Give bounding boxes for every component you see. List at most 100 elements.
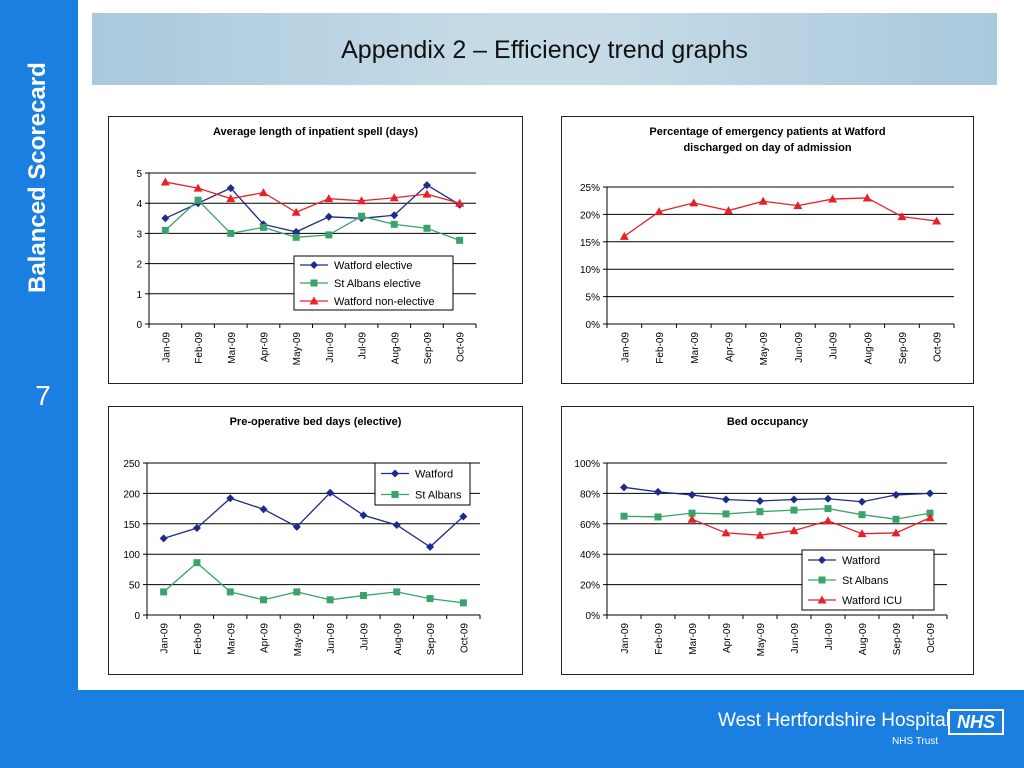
data-point [823, 516, 833, 525]
x-tick-label: Jan-09 [620, 623, 631, 654]
x-tick-label: Apr-09 [260, 623, 271, 653]
data-point [193, 183, 203, 192]
data-point [722, 495, 730, 504]
y-tick-label: 150 [123, 520, 140, 531]
x-tick-label: Aug-09 [863, 332, 874, 365]
data-point [789, 526, 799, 535]
data-point [359, 511, 368, 520]
x-tick-label: Feb-09 [654, 623, 665, 655]
data-point [897, 212, 907, 221]
data-point [258, 188, 268, 197]
sidebar-title: Balanced Scorecard [24, 62, 51, 293]
data-point [357, 196, 367, 205]
legend: Watford elective St Albans elective Watfor… [293, 255, 454, 311]
x-tick-label: Mar-09 [688, 623, 699, 655]
x-tick-label: Apr-09 [722, 623, 733, 653]
data-point [389, 193, 399, 202]
x-tick-label: Jul-09 [824, 623, 835, 651]
data-point [654, 487, 662, 496]
org-subtitle: NHS Trust [892, 736, 939, 747]
data-point [423, 224, 431, 232]
x-tick-label: Jun-09 [326, 623, 337, 654]
series-line [623, 197, 937, 237]
x-tick-label: Apr-09 [724, 332, 735, 362]
y-tick-label: 100 [123, 550, 140, 561]
data-point [828, 194, 838, 203]
y-tick-label: 5% [586, 293, 601, 304]
data-point [892, 490, 900, 499]
x-tick-label: Sep-09 [423, 332, 434, 365]
data-point [891, 528, 901, 537]
data-point [326, 596, 334, 604]
series-1 [160, 559, 467, 607]
legend-marker [818, 576, 826, 584]
data-point [824, 505, 832, 513]
y-tick-label: 25% [580, 183, 600, 194]
data-point [756, 497, 764, 505]
data-point [293, 588, 301, 596]
legend-marker [309, 296, 319, 305]
data-point [620, 512, 628, 520]
x-tick-label: Oct-09 [926, 623, 937, 653]
nhs-logo: NHS [948, 709, 1004, 735]
data-point [654, 513, 662, 521]
data-point [192, 524, 201, 533]
legend-label: Watford [842, 555, 880, 567]
data-point [324, 212, 333, 221]
x-tick-label: Feb-09 [655, 332, 666, 364]
y-tick-label: 15% [580, 238, 600, 249]
header-band [92, 13, 997, 85]
x-tick-label: Jun-09 [790, 623, 801, 654]
x-tick-label: Oct-09 [459, 623, 470, 653]
series-1 [161, 196, 464, 244]
series-line [165, 181, 460, 213]
x-tick-label: Apr-09 [259, 332, 270, 362]
y-tick-label: 2 [136, 260, 142, 271]
data-point [422, 181, 431, 190]
x-tick-label: Feb-09 [194, 332, 205, 364]
data-point [892, 515, 900, 523]
y-tick-label: 5 [136, 169, 142, 180]
y-tick-label: 60% [580, 520, 600, 531]
x-tick-label: Jul-09 [359, 623, 370, 651]
legend-label: St Albans [842, 575, 889, 587]
chart-svg: Bed occupancy 0% 20% 40% 60% 80% 100% Jan-09 Feb… [574, 416, 948, 656]
series-2 [160, 177, 465, 216]
org-name: West Hertfordshire Hospitals [718, 710, 960, 731]
data-point [358, 212, 366, 220]
x-tick-label: May-09 [293, 623, 304, 657]
data-point [226, 184, 235, 193]
y-tick-label: 1 [136, 290, 142, 301]
chart-emergency-discharge-pct: Percentage of emergency patients at Watf… [561, 116, 974, 384]
y-tick-label: 0 [136, 320, 142, 331]
legend-label: Watford non-elective [334, 296, 434, 308]
legend: Watford St Albans [374, 462, 471, 506]
chart-preop-bed-days: Pre-operative bed days (elective) 0 50 100 1… [108, 406, 523, 675]
y-tick-label: 250 [123, 459, 140, 470]
data-point [426, 595, 434, 603]
data-point [160, 588, 168, 596]
data-point [723, 206, 733, 215]
data-point [619, 231, 629, 240]
data-point [392, 521, 401, 530]
legend: Watford St Albans Watford ICU [801, 549, 935, 611]
data-point [758, 196, 768, 205]
x-tick-label: Jun-09 [794, 332, 805, 363]
y-tick-label: 0% [586, 611, 601, 622]
data-point [161, 214, 170, 223]
series-line [163, 491, 464, 548]
x-tick-label: Jun-09 [325, 332, 336, 363]
x-tick-label: Aug-09 [390, 332, 401, 365]
slide-number: 7 [35, 380, 51, 411]
series-line [623, 486, 931, 503]
chart-bed-occupancy: Bed occupancy 0% 20% 40% 60% 80% 100% Jan-09 Feb… [561, 406, 974, 675]
data-point [292, 522, 301, 531]
data-point [755, 530, 765, 539]
series-line [165, 184, 460, 233]
data-point [393, 588, 401, 596]
y-tick-label: 200 [123, 489, 140, 500]
data-point [687, 514, 697, 523]
data-point [857, 529, 867, 538]
data-point [756, 508, 764, 516]
data-point [654, 207, 664, 216]
